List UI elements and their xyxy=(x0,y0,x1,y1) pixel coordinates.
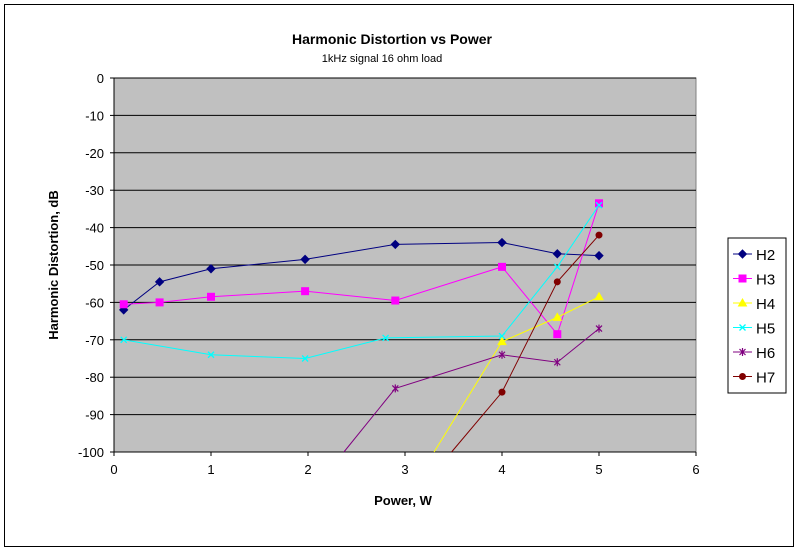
data-point xyxy=(553,330,562,339)
x-axis-label: Power, W xyxy=(374,493,433,508)
data-point xyxy=(498,350,506,359)
data-point xyxy=(120,336,128,344)
legend-box xyxy=(727,237,787,394)
grid-lines xyxy=(114,77,696,416)
y-tick-label: -80 xyxy=(85,370,104,385)
data-point xyxy=(595,199,603,208)
data-point xyxy=(300,254,310,265)
data-point xyxy=(390,239,401,250)
y-tick-label: -90 xyxy=(85,408,104,423)
legend-label: H2 xyxy=(756,247,775,264)
data-point xyxy=(155,298,164,307)
series-line-h7 xyxy=(451,234,600,453)
y-tick-label: 0 xyxy=(97,71,104,86)
data-point xyxy=(119,300,128,309)
y-tick-label: -70 xyxy=(85,333,104,348)
y-tick-label: -30 xyxy=(85,183,104,198)
series-line-h2 xyxy=(123,242,600,311)
data-point xyxy=(207,351,215,359)
data-point xyxy=(553,358,561,367)
data-point xyxy=(497,237,507,248)
data-point xyxy=(498,262,506,271)
data-point xyxy=(737,249,748,259)
series-line-h4 xyxy=(433,296,600,453)
harmonic-distortion-chart: Harmonic Distortion vs Power 1kHz signal… xyxy=(46,31,787,508)
data-point xyxy=(738,274,747,283)
x-tick-label: 4 xyxy=(498,462,505,477)
y-tick-label: -40 xyxy=(85,221,104,236)
data-point xyxy=(594,250,604,261)
legend-label: H4 xyxy=(756,296,775,313)
data-point xyxy=(739,373,746,380)
data-point xyxy=(739,324,746,331)
data-point xyxy=(552,249,562,259)
data-point xyxy=(391,384,399,393)
data-point xyxy=(498,388,506,396)
data-point xyxy=(498,332,506,340)
chart-frame: Harmonic Distortion vs Power 1kHz signal… xyxy=(4,4,794,547)
data-point xyxy=(552,312,563,321)
legend-label: H5 xyxy=(756,321,775,338)
x-tick-label: 5 xyxy=(595,462,602,477)
data-point xyxy=(301,355,309,362)
data-point xyxy=(594,291,604,301)
y-tick-label: -100 xyxy=(78,445,104,460)
x-tick-label: 6 xyxy=(692,462,699,477)
x-tick-label: 3 xyxy=(401,462,408,477)
data-point xyxy=(595,324,603,333)
series-markers xyxy=(118,199,604,396)
legend: H2 H3 H4 H5 H6 H7 xyxy=(727,237,787,394)
chart-title: Harmonic Distortion vs Power xyxy=(292,31,492,47)
legend-label: H7 xyxy=(756,370,775,387)
y-axis-label: Harmonic Distortion, dB xyxy=(46,190,61,340)
data-point xyxy=(391,296,400,305)
series-line-h3 xyxy=(123,203,600,336)
data-point xyxy=(154,277,165,287)
legend-label: H3 xyxy=(756,272,775,289)
data-point xyxy=(382,334,390,342)
data-point xyxy=(497,336,507,346)
data-point xyxy=(553,278,561,286)
data-point xyxy=(206,264,216,274)
data-point xyxy=(553,263,561,271)
data-point xyxy=(737,297,748,307)
y-tick-label: -10 xyxy=(85,108,104,123)
data-point xyxy=(301,287,310,296)
data-point xyxy=(739,348,746,356)
legend-label: H6 xyxy=(756,345,775,362)
y-tick-label: -50 xyxy=(85,258,104,273)
data-point xyxy=(207,292,215,301)
chart-subtitle: 1kHz signal 16 ohm load xyxy=(322,53,442,65)
y-tick-label: -20 xyxy=(85,146,104,161)
y-tick-label: -60 xyxy=(85,295,104,310)
x-tick-label: 2 xyxy=(304,462,311,477)
data-point xyxy=(595,231,603,239)
axes: 0 -10 -20 -30 -40 -50 -60 -70 -80 -90 -100 0 1 2 3 4 5 6 xyxy=(78,71,700,477)
data-point xyxy=(595,201,603,209)
x-tick-label: 1 xyxy=(207,462,214,477)
x-tick-label: 0 xyxy=(110,462,117,477)
